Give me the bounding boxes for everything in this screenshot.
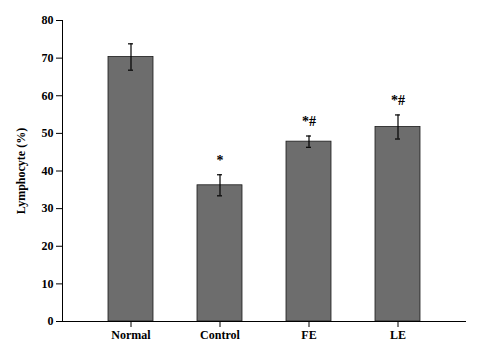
svg-text:30: 30 [42,201,54,215]
svg-text:80: 80 [42,13,54,27]
svg-text:40: 40 [42,164,54,178]
svg-text:10: 10 [42,277,54,291]
svg-text:*#: *# [302,114,316,129]
svg-text:70: 70 [42,51,54,65]
svg-text:FE: FE [301,328,316,342]
svg-text:Normal: Normal [111,328,151,342]
svg-text:60: 60 [42,89,54,103]
svg-text:*#: *# [391,93,405,108]
svg-text:20: 20 [42,239,54,253]
svg-text:Lymphocyte (%): Lymphocyte (%) [14,128,28,214]
svg-text:50: 50 [42,126,54,140]
svg-text:Control: Control [200,328,240,342]
svg-text:0: 0 [48,314,54,328]
svg-text:*: * [217,153,224,168]
svg-text:LE: LE [390,328,406,342]
